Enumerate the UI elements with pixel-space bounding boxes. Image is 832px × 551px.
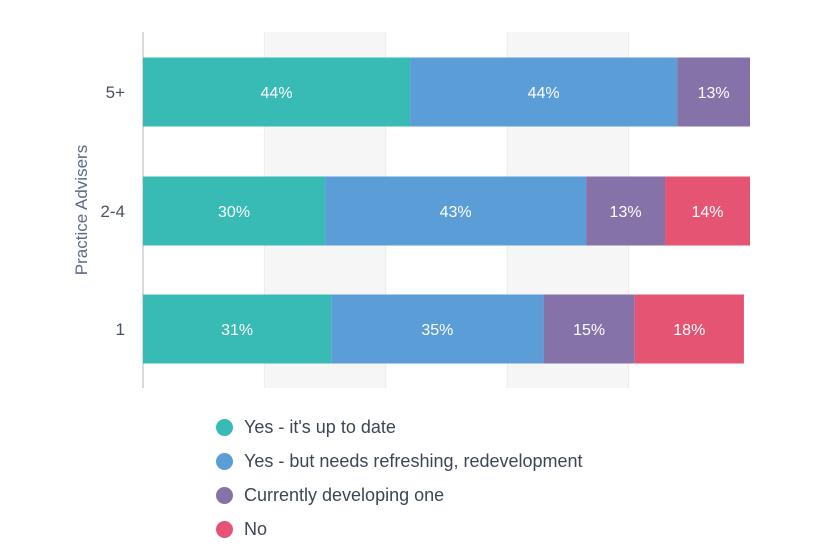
legend-item[interactable]: Yes - but needs refreshing, redevelopmen… xyxy=(216,444,583,478)
data-label: 31% xyxy=(221,322,253,339)
legend-label: No xyxy=(244,518,268,539)
data-label: 13% xyxy=(698,85,730,102)
bar-segment xyxy=(143,176,326,246)
data-label: 15% xyxy=(573,322,605,339)
category-label: 5+ xyxy=(106,83,125,102)
legend-item[interactable]: No xyxy=(216,512,583,546)
legend-item[interactable]: Yes - it's up to date xyxy=(216,410,583,444)
bar-segment xyxy=(634,294,744,364)
data-label: 13% xyxy=(610,204,642,221)
legend-dot-icon xyxy=(216,452,233,470)
legend-dot-icon xyxy=(216,486,233,504)
legend-dot-icon xyxy=(216,520,233,538)
bar-segment xyxy=(543,294,635,364)
category-label: 2-4 xyxy=(100,202,125,221)
legend: Yes - it's up to date Yes - but needs ref… xyxy=(216,410,583,546)
legend-label: Currently developing one xyxy=(244,484,445,505)
category-labels: 5+ 2-4 1 xyxy=(100,83,125,339)
legend-label: Yes - it's up to date xyxy=(244,416,396,437)
data-label: 43% xyxy=(440,204,472,221)
data-label: 35% xyxy=(421,322,453,339)
bar-segment xyxy=(325,176,587,246)
legend-label: Yes - but needs refreshing, redevelopmen… xyxy=(244,450,583,471)
stacked-bar-chart: Practice Advisers 44% 44% 13% 30% 43% 13% 14% 3… xyxy=(72,32,750,388)
category-label: 1 xyxy=(116,320,125,339)
legend-dot-icon xyxy=(216,418,233,436)
bar-segment xyxy=(331,294,544,364)
data-label: 44% xyxy=(261,85,293,102)
data-label: 30% xyxy=(218,204,250,221)
bar-segment xyxy=(410,57,678,127)
bar-segment xyxy=(143,294,332,364)
y-axis-title: Practice Advisers xyxy=(72,145,91,275)
bars: 44% 44% 13% 30% 43% 13% 14% 31% 35% 15% 18% xyxy=(143,57,750,364)
data-label: 14% xyxy=(691,204,723,221)
bar-segment xyxy=(586,176,666,246)
bar-segment xyxy=(665,176,750,246)
bar-segment xyxy=(143,57,411,127)
data-label: 18% xyxy=(673,322,705,339)
data-label: 44% xyxy=(528,85,560,102)
legend-item[interactable]: Currently developing one xyxy=(216,478,583,512)
bar-segment xyxy=(677,57,750,127)
